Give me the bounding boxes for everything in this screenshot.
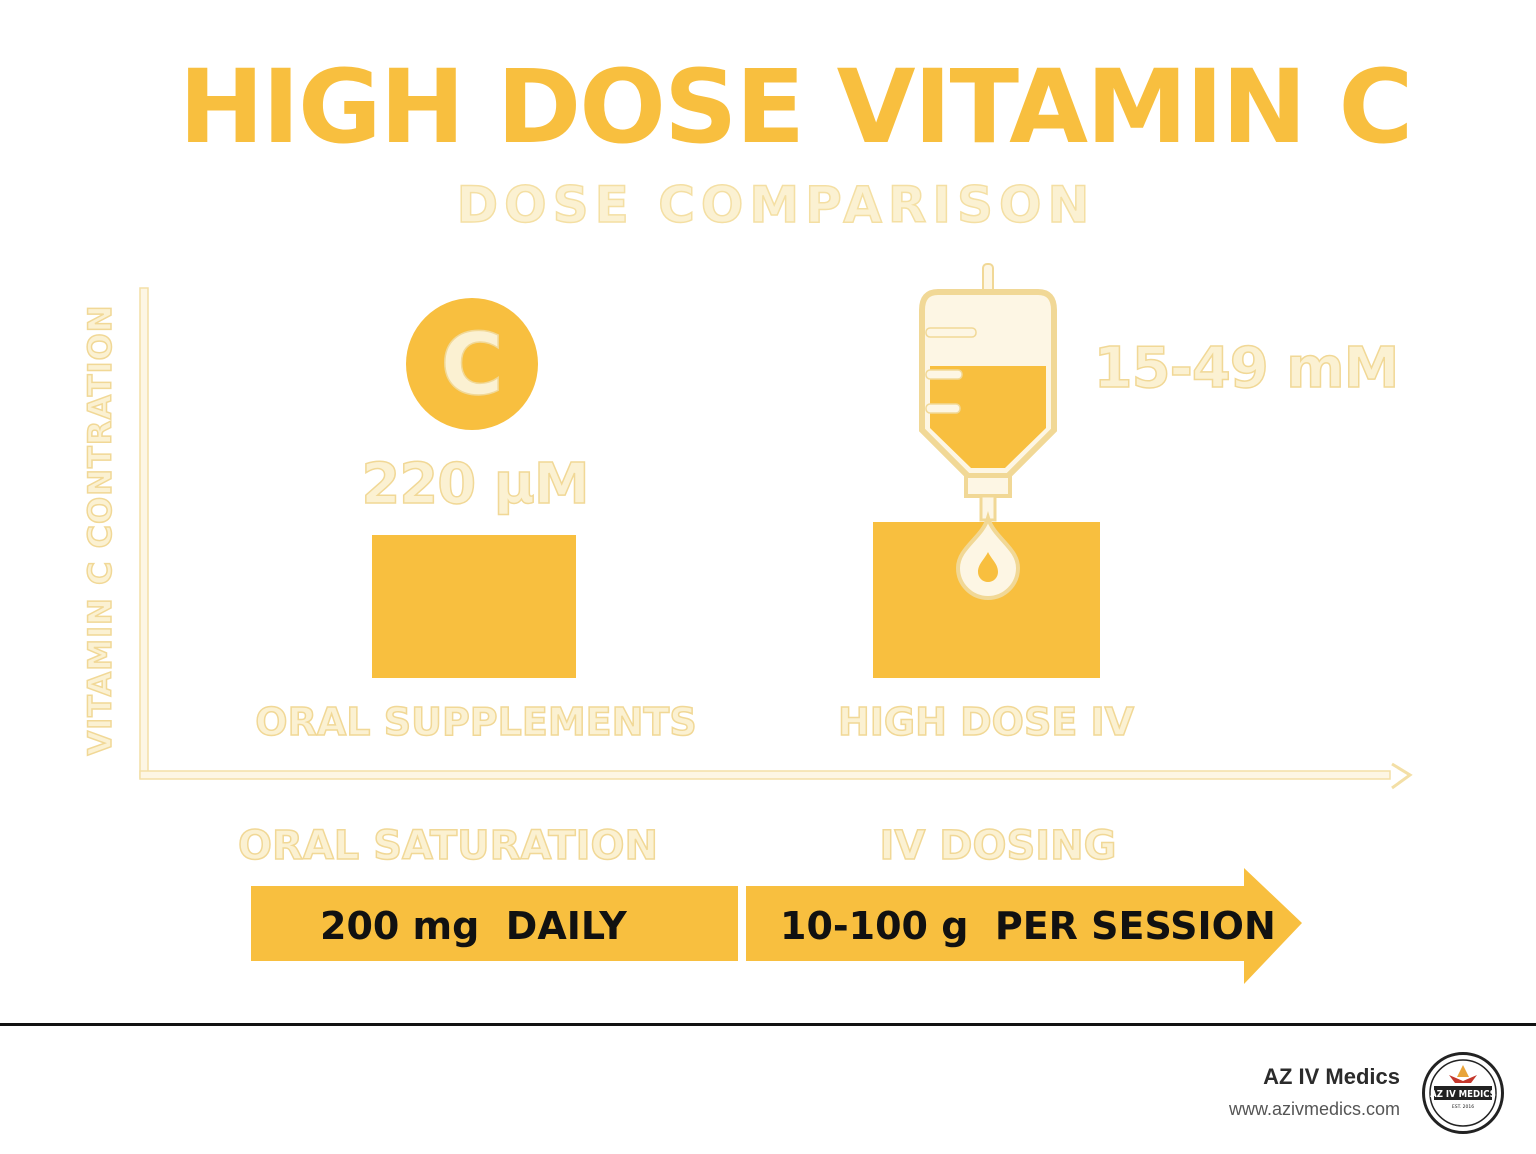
oral-dose-band	[251, 886, 738, 961]
value-label-oral: 220 µM	[361, 451, 591, 518]
az-iv-medics-logo: AZ IV MEDICS EST. 2016	[1422, 1052, 1504, 1134]
oral-dose-text: 200 mg DAILY	[320, 904, 627, 948]
stage-label-oral: ORAL SATURATION	[237, 822, 658, 870]
x-axis	[139, 762, 1413, 790]
svg-text:EST. 2016: EST. 2016	[1452, 1104, 1474, 1110]
iv-dose-text: 10-100 g PER SESSION	[780, 904, 1276, 948]
iv-dose-arrow	[746, 868, 1302, 984]
page-title: HIGH DOSE VITAMIN C	[178, 48, 1414, 167]
iv-bag-icon	[919, 263, 1057, 600]
value-label-iv: 15-49 mM	[1093, 335, 1400, 402]
page-subtitle: DOSE COMPARISON	[456, 176, 1096, 234]
y-axis	[139, 287, 149, 779]
y-axis-label: VITAMIN C CONTRATION	[80, 304, 120, 757]
bar-oral-supplements	[372, 535, 576, 678]
category-label-iv: HIGH DOSE IV	[837, 699, 1135, 745]
brand-url: www.azivmedics.com	[1228, 1099, 1400, 1119]
footer-divider	[0, 1023, 1536, 1026]
stage-label-iv: IV DOSING	[879, 822, 1117, 870]
vitamin-c-letter: C	[440, 315, 503, 415]
vitamin-c-icon: C	[406, 298, 538, 430]
brand-name: AZ IV Medics	[1263, 1064, 1400, 1089]
category-label-oral: ORAL SUPPLEMENTS	[255, 699, 698, 745]
svg-text:AZ IV MEDICS: AZ IV MEDICS	[1430, 1089, 1496, 1100]
